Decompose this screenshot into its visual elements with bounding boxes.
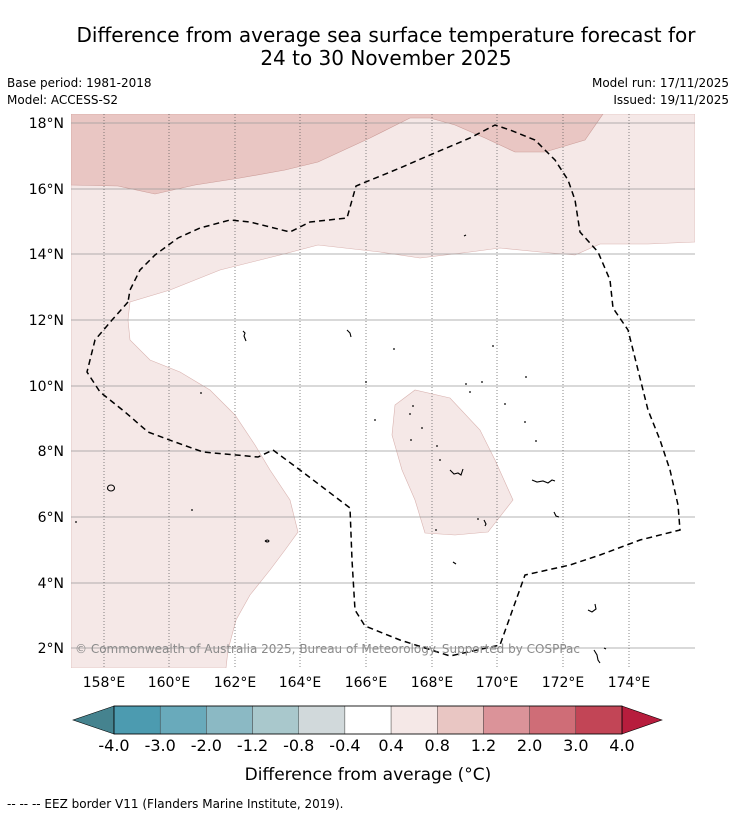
lat-label: 18°N (29, 116, 64, 132)
small-islets (75, 345, 537, 531)
colorbar-tick-label: 1.2 (471, 736, 496, 755)
colorbar: -4.0 -3.0 -2.0 -1.2 -0.8 -0.4 0.4 0.8 1.2 2.0 3.0 4… (72, 705, 663, 785)
colorbar-tick-label: -3.0 (145, 736, 176, 755)
colorbar-tick-label: -2.0 (191, 736, 222, 755)
lon-label: 174°E (608, 675, 651, 691)
lon-label: 172°E (542, 675, 585, 691)
lat-label: 8°N (38, 444, 64, 460)
colorbar-tick-label: 3.0 (563, 736, 588, 755)
lat-label: 4°N (38, 576, 64, 592)
islands (106, 234, 607, 664)
anomaly-patch-0-4-0-8 (391, 389, 514, 536)
atoll-6 (553, 511, 560, 518)
colorbar-segment (575, 705, 623, 735)
colorbar-tick-label: -1.2 (237, 736, 268, 755)
colorbar-under-arrow (72, 705, 115, 735)
issued-text: Issued: 19/11/2025 (613, 93, 729, 107)
eez-border (86, 124, 681, 657)
island-pohnpei (106, 484, 116, 492)
lat-label: 16°N (29, 182, 64, 198)
anomaly-region-0-8-1-2 (71, 114, 604, 195)
colorbar-segment (206, 705, 253, 735)
colorbar-over-arrow (621, 705, 663, 735)
lat-label: 12°N (29, 313, 64, 329)
colorbar-segment (159, 705, 207, 735)
colorbar-segment (298, 705, 346, 735)
colorbar-tick-label: 2.0 (517, 736, 542, 755)
colorbar-tick-label: -0.4 (329, 736, 360, 755)
colorbar-segment (437, 705, 484, 735)
colorbar-tick-label: 4.0 (609, 736, 634, 755)
colorbar-tick-label: 0.4 (378, 736, 403, 755)
colorbar-tick-label: -4.0 (98, 736, 129, 755)
model-text: Model: ACCESS-S2 (7, 93, 119, 107)
atoll-7 (483, 519, 487, 527)
lon-label: 160°E (148, 675, 191, 691)
atoll-9 (593, 649, 601, 664)
colorbar-segment (252, 705, 299, 735)
lon-label: 168°E (411, 675, 454, 691)
atoll-11 (452, 561, 457, 565)
colorbar-segment (113, 705, 161, 735)
lat-axis-labels: 18°N 16°N 14°N 12°N 10°N 8°N 6°N 4°N 2°N (29, 116, 64, 657)
atoll-3 (463, 234, 467, 237)
grid-lat (71, 122, 695, 649)
lat-label: 2°N (38, 641, 64, 657)
atoll-4 (449, 468, 464, 476)
colorbar-label: Difference from average (°C) (245, 765, 492, 785)
lat-label: 14°N (29, 247, 64, 263)
map-area: © Commonwealth of Australia 2025, Bureau… (71, 114, 695, 668)
model-run-text: Model run: 17/11/2025 (591, 76, 729, 90)
colorbar-segment (344, 705, 392, 735)
base-period-text: Base period: 1981-2018 (7, 76, 152, 90)
eez-legend-footer: -- -- -- EEZ border V11 (Flanders Marine… (7, 797, 344, 811)
lat-label: 6°N (38, 510, 64, 526)
lon-label: 162°E (214, 675, 257, 691)
island-kosrae (264, 539, 270, 543)
atoll-10 (603, 647, 607, 650)
lat-label: 10°N (29, 379, 64, 395)
colorbar-tick-label: -0.8 (283, 736, 314, 755)
lon-label: 164°E (279, 675, 322, 691)
colorbar-segment (529, 705, 577, 735)
lon-label: 170°E (476, 675, 519, 691)
atoll-5 (531, 479, 556, 484)
colorbar-segment (390, 705, 438, 735)
title-line-2: 24 to 30 November 2025 (260, 46, 512, 70)
atoll-8 (587, 603, 597, 613)
atoll-2 (346, 329, 352, 338)
lon-axis-labels: 158°E 160°E 162°E 164°E 166°E 168°E 170°… (83, 675, 651, 691)
anomaly-region-0-4-0-8 (71, 114, 695, 668)
lon-label: 158°E (83, 675, 126, 691)
lon-label: 166°E (345, 675, 388, 691)
atoll-1 (242, 330, 247, 342)
title-line-1: Difference from average sea surface temp… (76, 23, 696, 47)
colorbar-segment (483, 705, 530, 735)
grid-lon (103, 114, 630, 668)
copyright-credit: © Commonwealth of Australia 2025, Bureau… (75, 642, 580, 656)
colorbar-tick-label: 0.8 (425, 736, 450, 755)
